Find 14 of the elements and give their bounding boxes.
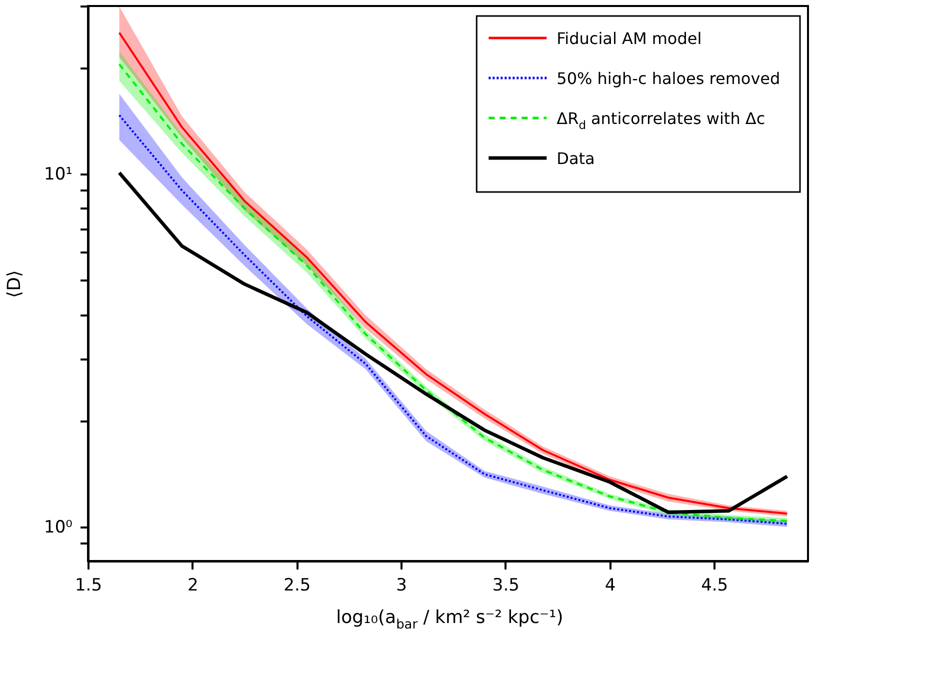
legend-label: Data [556, 149, 595, 168]
x-tick-label: 3.5 [492, 576, 520, 596]
legend-label: 50% high-c haloes removed [556, 69, 780, 88]
x-tick-label: 2 [187, 576, 198, 596]
y-tick-label: 10¹ [44, 164, 72, 185]
x-tick-label: 2.5 [284, 576, 311, 596]
y-tick-label: 10⁰ [44, 517, 73, 538]
legend-label: Fiducial AM model [556, 29, 702, 48]
x-tick-label: 3 [396, 576, 407, 596]
x-tick-label: 4.5 [701, 576, 728, 596]
x-tick-label: 1.5 [74, 576, 102, 596]
line-series [118, 170, 789, 514]
x-tick-label: 4 [604, 576, 616, 596]
y-axis-title: ⟨D⟩ [4, 270, 26, 298]
